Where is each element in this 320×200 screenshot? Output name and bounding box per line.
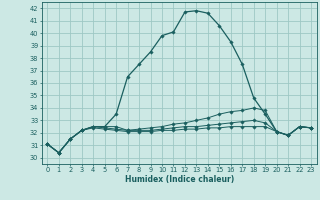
X-axis label: Humidex (Indice chaleur): Humidex (Indice chaleur) — [124, 175, 234, 184]
